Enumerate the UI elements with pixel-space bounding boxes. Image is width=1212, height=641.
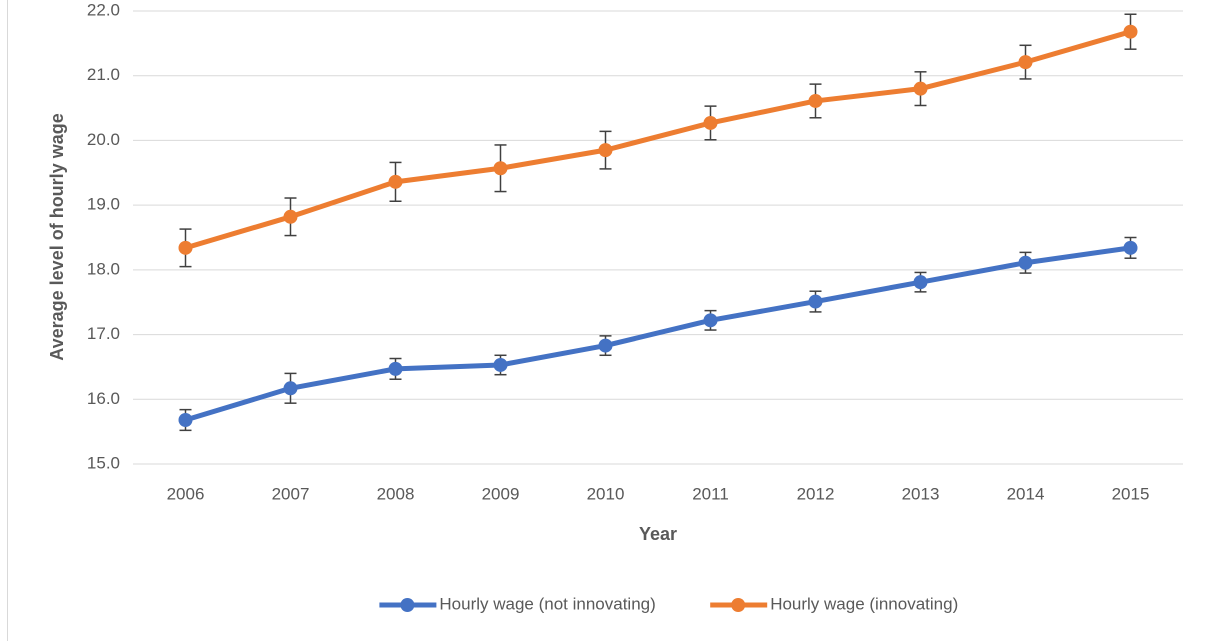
point [808, 294, 823, 309]
point [493, 357, 508, 372]
point [1123, 240, 1138, 255]
legend-label: Hourly wage (not innovating) [439, 594, 655, 613]
point [913, 275, 928, 290]
legend-swatch-marker [731, 598, 746, 612]
point [703, 115, 718, 130]
point [283, 209, 298, 224]
y-tick-label: 15.0 [87, 453, 120, 472]
x-tick-label: 2009 [482, 484, 520, 503]
x-tick-label: 2011 [692, 484, 729, 503]
y-tick-label: 21.0 [87, 65, 120, 84]
x-tick-label: 2013 [902, 484, 940, 503]
y-tick-label: 20.0 [87, 130, 120, 149]
point [493, 161, 508, 176]
x-tick-label: 2015 [1112, 484, 1150, 503]
legend-label: Hourly wage (innovating) [770, 594, 958, 613]
point [808, 93, 823, 108]
point [1018, 255, 1033, 270]
x-tick-label: 2008 [377, 484, 415, 503]
point [283, 381, 298, 396]
point [178, 412, 193, 427]
series-line [184, 29, 1132, 251]
y-tick-label: 19.0 [87, 195, 120, 214]
series-line [184, 245, 1131, 423]
x-tick-label: 2006 [167, 484, 205, 503]
x-tick-label: 2010 [587, 484, 625, 503]
point [388, 174, 403, 189]
point [703, 313, 718, 328]
point [598, 143, 613, 158]
point [388, 361, 403, 376]
x-tick-label: 2012 [797, 484, 835, 503]
y-tick-label: 17.0 [87, 324, 120, 343]
point [598, 338, 613, 353]
point [913, 81, 928, 96]
y-axis-title: Average level of hourly wage [47, 113, 67, 360]
legend-swatch-marker [400, 598, 415, 612]
x-tick-label: 2007 [272, 484, 310, 503]
x-axis-title: Year [639, 524, 677, 544]
point [1123, 24, 1138, 39]
x-tick-label: 2014 [1007, 484, 1045, 503]
y-tick-label: 18.0 [87, 259, 120, 278]
y-tick-label: 22.0 [87, 0, 120, 19]
point [1018, 55, 1033, 70]
point [178, 240, 193, 255]
y-tick-label: 16.0 [87, 389, 120, 408]
